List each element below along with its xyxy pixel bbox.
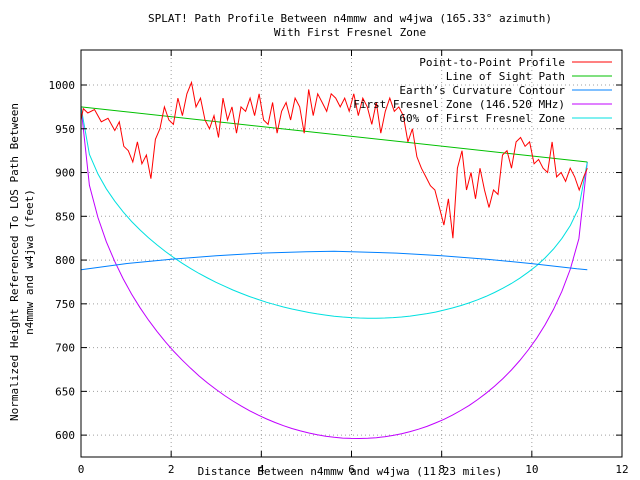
series-line-first-fresnel-zone-146-520-mhz [80, 106, 588, 440]
axis-ticks: 0 2 4 6 8 10 12 600 650 700 750 800 850 900 950 1000 [49, 50, 629, 476]
y-tick-label: 900 [55, 167, 75, 180]
y-tick-label: 750 [55, 298, 75, 311]
x-tick-label: 2 [168, 463, 175, 476]
y-tick-label: 800 [55, 254, 75, 267]
legend-label: 60% of First Fresnel Zone [399, 112, 565, 125]
y-tick-label: 850 [55, 210, 75, 223]
y-tick-label: 950 [55, 123, 75, 136]
legend-label: First Fresnel Zone (146.520 MHz) [353, 98, 565, 111]
legend-label: Line of Sight Path [446, 70, 565, 83]
y-tick-label: 600 [55, 429, 75, 442]
legend-label: Point-to-Point Profile [419, 56, 565, 69]
y-axis-label: Normalized Height Referenced To LOS Path… [8, 103, 21, 421]
y-tick-label: 650 [55, 385, 75, 398]
legend-label: Earth’s Curvature Contour [399, 84, 565, 97]
y-tick-label: 700 [55, 342, 75, 355]
series-layer [80, 80, 588, 440]
y-tick-label: 1000 [49, 79, 76, 92]
series-line-60-of-first-fresnel-zone [80, 106, 588, 319]
x-tick-label: 4 [258, 463, 265, 476]
x-tick-label: 8 [438, 463, 445, 476]
chart-subtitle: With First Fresnel Zone [274, 26, 426, 39]
chart-title: SPLAT! Path Profile Between n4mmw and w4… [148, 12, 552, 25]
series-line-line-of-sight-path [80, 106, 588, 163]
y-axis-label-line2: n4mmw and w4jwa (feet) [23, 189, 36, 335]
x-axis-label: Distance Between n4mmw and w4jwa (11.23 … [198, 465, 503, 478]
x-tick-label: 10 [525, 463, 538, 476]
x-tick-label: 6 [348, 463, 355, 476]
series-line-earth-s-curvature-contour [80, 250, 588, 271]
x-tick-label: 0 [78, 463, 85, 476]
series-line-point-to-point-profile [80, 80, 588, 239]
x-tick-label: 12 [615, 463, 628, 476]
